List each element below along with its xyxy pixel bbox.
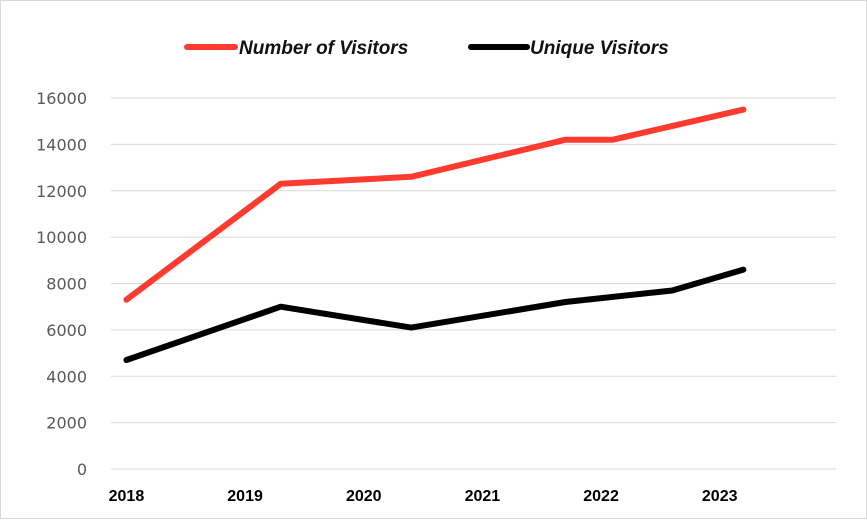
y-tick-label: 6000 — [46, 321, 87, 340]
y-tick-label: 4000 — [46, 367, 87, 386]
series-line-number-of-visitors — [123, 106, 747, 303]
x-tick-label: 2018 — [109, 488, 145, 505]
legend-label-number-of-visitors: Number of Visitors — [239, 38, 408, 59]
y-tick-label: 10000 — [36, 228, 87, 247]
x-tick-label: 2019 — [227, 488, 263, 505]
y-tick-label: 14000 — [36, 135, 87, 154]
y-tick-label: 16000 — [36, 89, 87, 108]
x-tick-label: 2022 — [583, 488, 619, 505]
series-line-unique-visitors — [123, 266, 747, 363]
y-tick-label: 12000 — [36, 182, 87, 201]
legend: Number of Visitors Unique Visitors — [184, 38, 669, 59]
legend-label-unique-visitors: Unique Visitors — [530, 38, 669, 59]
x-tick-label: 2020 — [346, 488, 382, 505]
x-tick-label: 2021 — [465, 488, 501, 505]
x-axis-ticks: 2018 2019 2020 2021 2022 2023 — [109, 488, 738, 505]
gridlines — [111, 97, 836, 470]
y-axis-ticks: 0 2000 4000 6000 8000 10000 12000 14000 16000 — [36, 89, 87, 479]
series-lines — [123, 106, 747, 363]
x-tick-label: 2023 — [702, 488, 738, 505]
y-tick-label: 0 — [77, 460, 87, 479]
y-tick-label: 2000 — [46, 414, 87, 433]
y-tick-label: 8000 — [46, 275, 87, 294]
